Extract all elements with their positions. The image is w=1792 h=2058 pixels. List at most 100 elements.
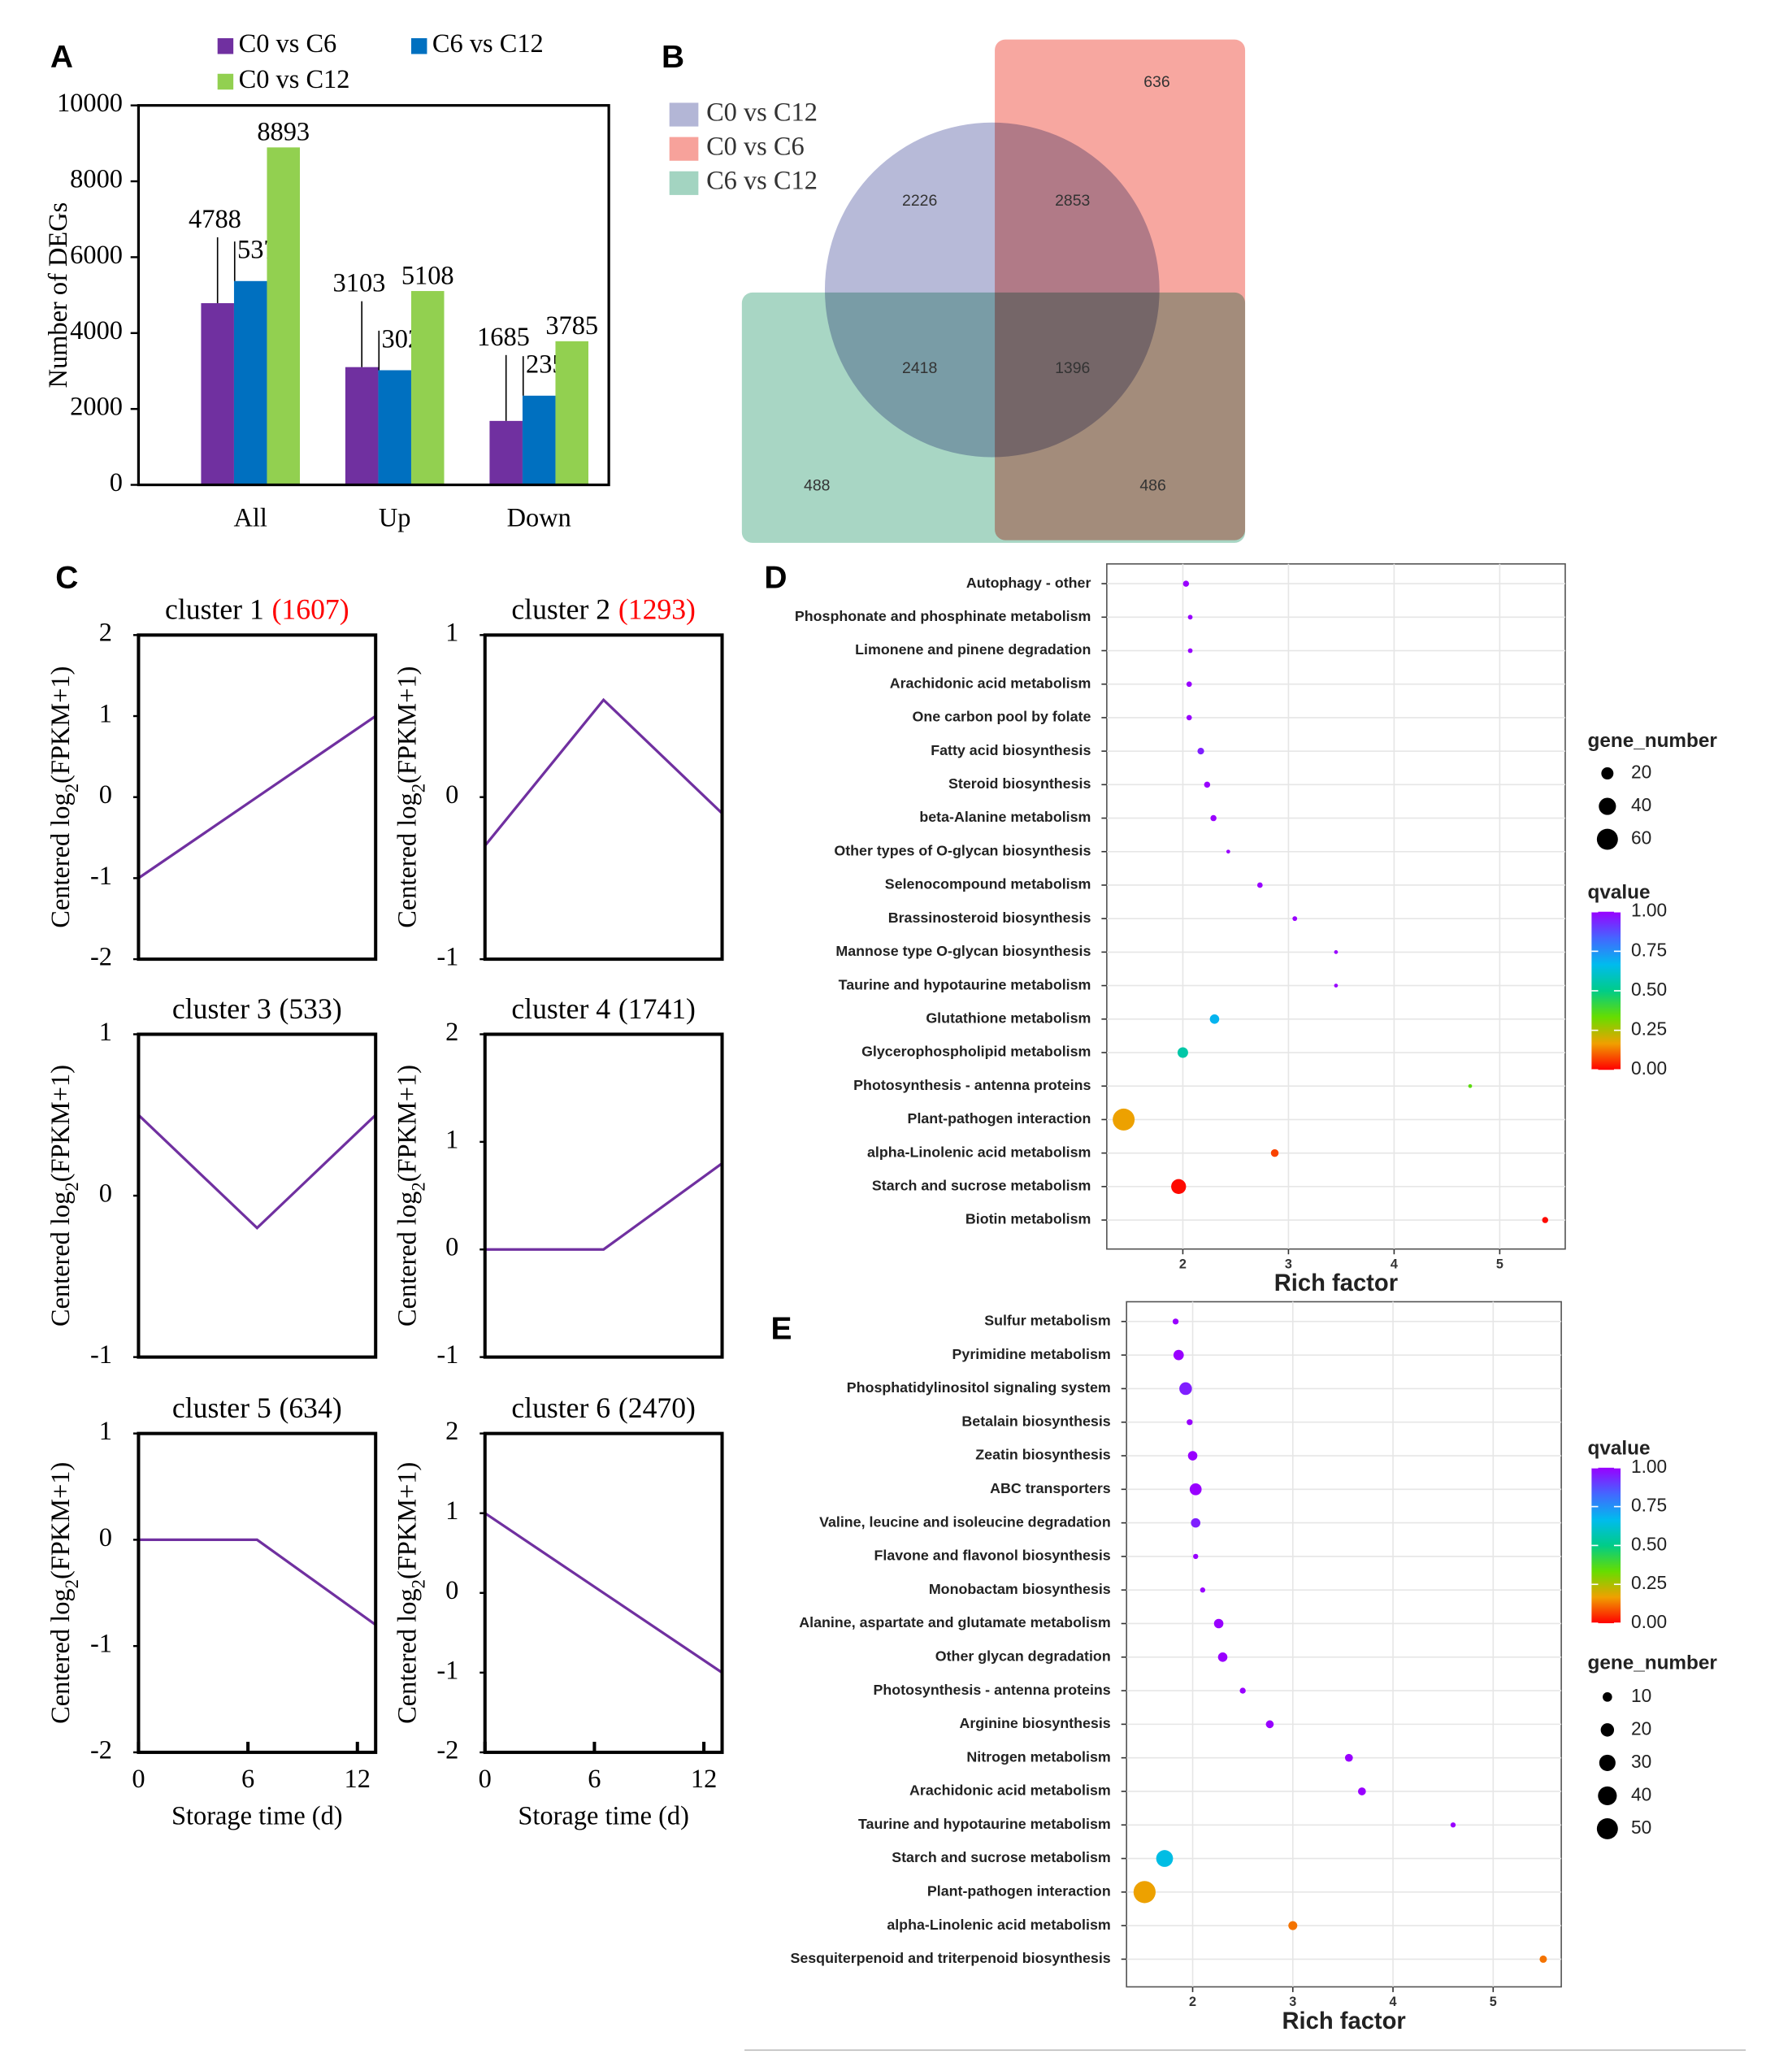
panel-label: E	[771, 1311, 792, 1346]
series-line	[138, 1538, 377, 1626]
series-line	[137, 1114, 377, 1231]
plot-frame	[137, 1032, 378, 1359]
category-label: Valine, leucine and isoleucine degradati…	[819, 1513, 1111, 1530]
dot	[1450, 1822, 1456, 1828]
cluster-name: cluster 6	[511, 1392, 610, 1424]
y-tick-label: 2	[445, 1417, 458, 1446]
y-tick-label: 0	[445, 1576, 458, 1605]
legend-dot	[1599, 1754, 1616, 1771]
x-axis-label: Rich factor	[1282, 2008, 1405, 2034]
category-label: Arachidonic acid metabolism	[909, 1782, 1111, 1799]
legend-label: 50	[1631, 1817, 1651, 1838]
legend-dot	[1601, 767, 1614, 780]
cluster-name: cluster 4	[511, 992, 610, 1025]
series-line	[484, 1512, 723, 1674]
y-tick-label: 0	[445, 780, 458, 810]
panel-label: D	[764, 561, 787, 596]
x-tick-label: 4	[1391, 1257, 1398, 1271]
y-axis-label: Centered log2(FPKM+1)	[393, 1065, 428, 1326]
colorbar-label: 0.00	[1631, 1611, 1667, 1632]
y-label-part: (FPKM+1)	[46, 1462, 76, 1579]
category-label: ABC transporters	[990, 1480, 1111, 1496]
category-label: Zeatin biosynthesis	[975, 1447, 1111, 1463]
dot	[1197, 748, 1204, 755]
dot	[1179, 1382, 1192, 1396]
dot	[1182, 580, 1190, 587]
cluster-title: cluster 4 (1741)	[511, 992, 696, 1025]
y-label-part: (FPKM+1)	[46, 666, 76, 784]
dot	[1186, 681, 1192, 688]
x-tick-label: 6	[241, 1765, 254, 1794]
category-label: Alanine, aspartate and glutamate metabol…	[799, 1614, 1110, 1630]
cluster-title: cluster 2 (1293)	[511, 593, 696, 626]
legend-label: C0 vs C12	[706, 98, 818, 127]
y-tick-label: 1	[445, 1125, 458, 1154]
category-label: Fatty acid biosynthesis	[931, 742, 1091, 758]
y-axis-label: Centered log2(FPKM+1)	[393, 666, 428, 928]
bar	[233, 280, 267, 485]
legend-dot	[1598, 1786, 1617, 1806]
category-label: Other types of O-glycan biosynthesis	[834, 842, 1091, 858]
x-tick-label: 3	[1289, 1995, 1296, 2009]
bar	[489, 420, 523, 485]
y-axis-label: Centered log2(FPKM+1)	[393, 1462, 428, 1724]
category-label: Other glycan degradation	[935, 1648, 1111, 1664]
y-label-part: Centered log	[46, 1588, 76, 1723]
region-count: 2226	[902, 192, 937, 210]
region-count: 2418	[902, 359, 937, 377]
y-axis-label: Centered log2(FPKM+1)	[46, 1462, 81, 1724]
panel-label: C	[55, 561, 78, 596]
category-label: Starch and sucrose metabolism	[872, 1178, 1091, 1194]
x-axis-label: Storage time (d)	[171, 1801, 343, 1830]
panel-label: B	[662, 40, 684, 75]
category-label: Arginine biosynthesis	[959, 1715, 1110, 1731]
legend-label: C0 vs C6	[239, 29, 337, 59]
region-count: 636	[1143, 73, 1169, 91]
plot-panel	[1106, 562, 1566, 1250]
category-label: Phosphatidylinositol signaling system	[847, 1379, 1111, 1396]
legend-label: 20	[1631, 762, 1651, 783]
dot	[1292, 916, 1298, 922]
x-tick-label: 5	[1496, 1257, 1503, 1271]
legend-swatch	[669, 102, 699, 127]
y-axis-label: Number of DEGs	[44, 202, 73, 389]
y-axis-label: Centered log2(FPKM+1)	[46, 666, 81, 928]
dot	[1172, 1318, 1179, 1325]
legend-label: 30	[1631, 1751, 1651, 1772]
legend-label: C6 vs C12	[706, 167, 818, 196]
category-label: Autophagy - other	[966, 575, 1091, 591]
y-tick-label: -1	[90, 1340, 112, 1370]
y-label-part: (FPKM+1)	[393, 1462, 423, 1579]
region-count: 488	[804, 476, 830, 494]
category-label: Taurine and hypotaurine metabolism	[858, 1816, 1111, 1832]
colorbar-label: 0.50	[1631, 1533, 1667, 1554]
category-label: Glycerophospholipid metabolism	[861, 1044, 1091, 1060]
y-tick-label: -2	[436, 1735, 458, 1765]
category-label: Monobactam biosynthesis	[929, 1581, 1111, 1597]
plot-frame	[483, 633, 724, 962]
y-tick-label: -2	[90, 1735, 112, 1765]
y-tick-label: 1	[99, 1018, 112, 1047]
dot	[1186, 714, 1192, 721]
colorbar-label: 1.00	[1631, 900, 1667, 921]
dot	[1210, 814, 1217, 822]
dot	[1187, 648, 1193, 653]
y-tick-label: 0	[99, 1523, 112, 1552]
dot	[1187, 614, 1193, 620]
y-tick-label: -1	[436, 1656, 458, 1685]
legend-swatch	[669, 171, 699, 195]
category-label: Plant-pathogen interaction	[908, 1110, 1091, 1127]
y-label-part: Centered log	[393, 1192, 423, 1326]
y-tick-label: 2000	[70, 393, 123, 422]
legend-dot	[1596, 828, 1618, 850]
category-label: Photosynthesis - antenna proteins	[873, 1682, 1110, 1698]
colorbar-label: 0.75	[1631, 939, 1667, 960]
category-label: Sesquiterpenoid and triterpenoid biosynt…	[790, 1950, 1110, 1966]
y-tick-label: -1	[436, 1340, 458, 1370]
y-tick-label: -1	[90, 862, 112, 891]
bar	[378, 370, 411, 485]
legend-label: 20	[1631, 1717, 1651, 1739]
y-tick-label: -2	[90, 943, 112, 972]
legend-swatch	[410, 38, 427, 54]
